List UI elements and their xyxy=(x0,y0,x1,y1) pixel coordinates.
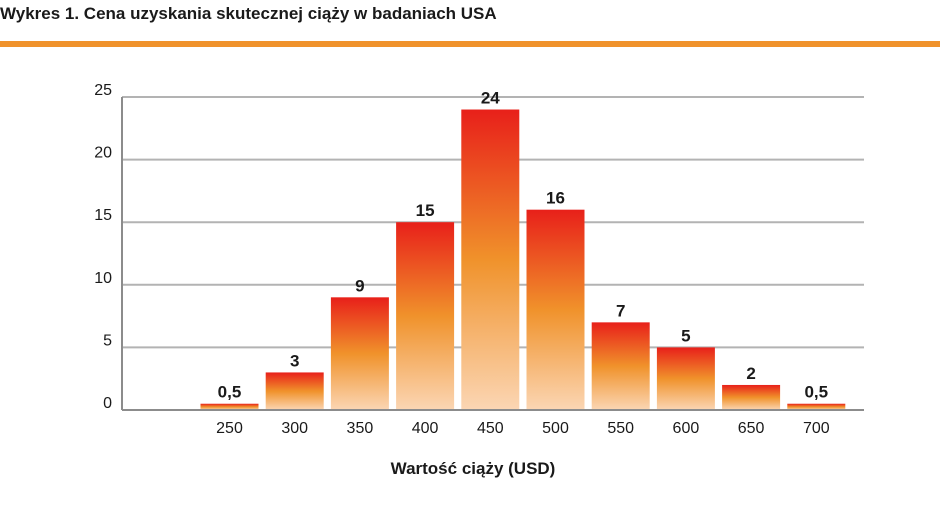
data-label-500: 16 xyxy=(546,189,565,208)
x-tick-label: 250 xyxy=(216,420,243,437)
chart-title: Wykres 1. Cena uzyskania skutecznej ciąż… xyxy=(0,4,497,23)
x-axis-ticks: 250 300 350 400 450 500 550 600 650 700 xyxy=(216,420,830,437)
data-label-600: 5 xyxy=(681,326,690,345)
y-tick-label: 5 xyxy=(103,332,112,349)
title-underline xyxy=(0,41,940,47)
bar-550 xyxy=(591,322,650,410)
data-label-250: 0,5 xyxy=(218,383,242,402)
x-tick-label: 500 xyxy=(542,420,569,437)
bar-700 xyxy=(787,403,846,410)
x-tick-label: 550 xyxy=(607,420,634,437)
bar-350 xyxy=(330,297,389,410)
x-axis-title: Wartość ciąży (USD) xyxy=(391,459,556,478)
data-label-550: 7 xyxy=(616,301,625,320)
x-tick-label: 600 xyxy=(673,420,700,437)
y-tick-label: 20 xyxy=(94,145,112,162)
y-tick-label: 25 xyxy=(94,82,112,99)
bar-400 xyxy=(396,222,455,410)
data-label-650: 2 xyxy=(746,364,755,383)
x-tick-label: 650 xyxy=(738,420,765,437)
x-tick-label: 700 xyxy=(803,420,830,437)
data-labels: 0,5 3 9 15 24 16 7 5 2 0,5 xyxy=(218,89,828,402)
data-label-450: 24 xyxy=(481,89,500,108)
data-label-700: 0,5 xyxy=(804,383,828,402)
bar-250 xyxy=(200,403,259,410)
y-tick-label: 15 xyxy=(94,207,112,224)
x-tick-label: 400 xyxy=(412,420,439,437)
bar-650 xyxy=(722,384,781,410)
data-label-400: 15 xyxy=(416,201,435,220)
y-tick-label: 0 xyxy=(103,395,112,412)
y-axis-ticks: 0 5 10 15 20 25 xyxy=(94,82,112,412)
bars xyxy=(200,109,846,411)
bar-300 xyxy=(265,372,324,410)
x-tick-label: 300 xyxy=(281,420,308,437)
x-tick-label: 450 xyxy=(477,420,504,437)
y-tick-label: 10 xyxy=(94,270,112,287)
x-tick-label: 350 xyxy=(347,420,374,437)
bar-500 xyxy=(526,209,585,410)
data-label-350: 9 xyxy=(355,276,364,295)
data-label-300: 3 xyxy=(290,351,299,370)
bar-450 xyxy=(461,109,520,411)
bar-600 xyxy=(656,347,715,410)
